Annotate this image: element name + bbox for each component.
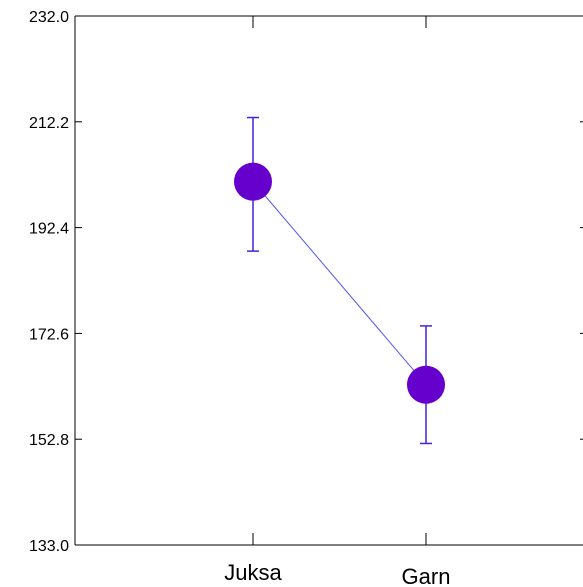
y-tick-label: 232.0 — [29, 9, 69, 26]
data-point-marker — [234, 162, 272, 201]
y-tick-label: 133.0 — [29, 538, 69, 555]
data-point-marker — [407, 365, 445, 404]
y-tick-label: 212.2 — [29, 115, 69, 132]
y-tick-label: 192.4 — [29, 221, 69, 238]
x-category-label: Garn — [402, 564, 451, 587]
y-tick-label: 172.6 — [29, 326, 69, 343]
series-line — [252, 181, 427, 386]
x-category-label: Juksa — [224, 560, 282, 585]
y-tick-label: 152.8 — [29, 432, 69, 449]
